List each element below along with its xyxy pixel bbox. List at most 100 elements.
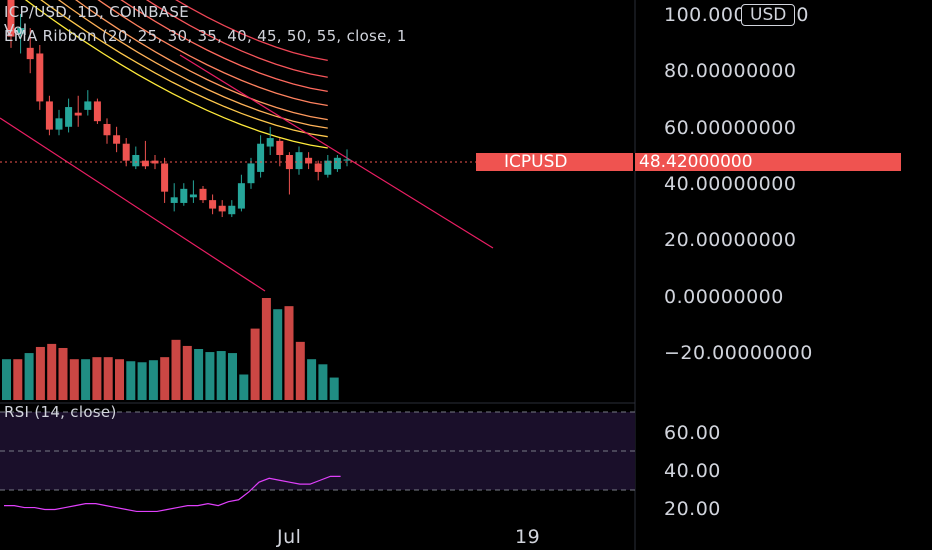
candle-body (17, 28, 25, 34)
candle-body (55, 118, 63, 130)
volume-bar (194, 349, 204, 400)
rsi-line (4, 475, 341, 513)
rsi-pane (0, 411, 635, 513)
rsi-axis-label: 60.00 (664, 422, 721, 444)
volume-bar (126, 361, 136, 400)
ema-ribbon-line (145, 0, 328, 78)
last-price-value: 48.42000000 (639, 152, 753, 172)
symbol-title[interactable]: ICP/USD, 1D, COINBASE (4, 3, 189, 21)
candle-body (285, 155, 293, 170)
candle-body (103, 123, 111, 136)
rsi-axis-label: 20.00 (664, 498, 721, 520)
last-price-tag: ICPUSD 48.42000000 (476, 153, 901, 171)
ema-ribbon-line (57, 0, 328, 129)
price-axis-label: 60.00000000 (664, 116, 797, 139)
candle-body (295, 152, 303, 170)
price-axis-label: −20.00000000 (664, 341, 813, 364)
candle-body (7, 0, 15, 37)
last-price-separator (633, 153, 635, 171)
candle-body (199, 188, 207, 201)
candle-body (314, 163, 322, 172)
volume-bar (69, 359, 79, 400)
volume-bar (250, 328, 260, 400)
volume-bar (13, 359, 23, 400)
candle-body (218, 205, 226, 212)
volume-bar (92, 357, 102, 400)
volume-bar (35, 346, 45, 400)
volume-bar (307, 359, 317, 400)
ema-ribbon-line (75, 0, 328, 121)
volume-bar (205, 352, 215, 400)
resistance-trendline (179, 54, 494, 249)
rsi-legend[interactable]: RSI (14, close) (4, 403, 117, 421)
candle-body (189, 194, 197, 198)
support-trendline (0, 117, 266, 292)
ema-ribbon-line (120, 0, 328, 93)
candle-body (180, 188, 188, 203)
candle-body (228, 205, 236, 215)
time-axis-label: Jul (277, 526, 302, 548)
price-axis-label: 40.00000000 (664, 172, 797, 195)
price-axis-label: 20.00000000 (664, 229, 797, 252)
volume-bar (24, 353, 34, 400)
currency-button[interactable]: USD (741, 4, 796, 26)
candle-body (132, 155, 140, 167)
volume-bar (58, 347, 68, 400)
candle-body (333, 157, 341, 170)
volume-bar (137, 362, 147, 400)
volume-bar (261, 298, 271, 400)
candle-body (45, 101, 53, 130)
candle-body (74, 112, 82, 116)
candle-body (161, 163, 169, 192)
volume-bar (171, 339, 181, 400)
volume-legend[interactable]: Vol (4, 21, 28, 39)
candle-body (276, 140, 284, 155)
candles (7, 0, 351, 218)
price-axis-label: 80.00000000 (664, 60, 797, 83)
ema-ribbon (24, 0, 328, 149)
volume-bar (295, 341, 305, 400)
candle-body (343, 159, 351, 161)
volume-bar (103, 357, 113, 400)
ema-ribbon-legend[interactable]: EMA Ribbon (20, 25, 30, 35, 40, 45, 50, … (4, 27, 407, 45)
time-axis-label: 19 (515, 526, 541, 548)
candle-body (84, 101, 92, 110)
ema-ribbon-line (97, 0, 328, 107)
price-axis-label: 0.00000000 (664, 285, 784, 308)
candle-body (65, 107, 73, 127)
candle-body (257, 143, 265, 172)
candle-body (93, 101, 101, 122)
volume-bar (318, 364, 328, 400)
volume-bar (47, 343, 57, 400)
volume-bar (182, 345, 192, 400)
volume-bar (2, 359, 11, 400)
volume-bar (81, 359, 91, 400)
ema-ribbon-line (40, 0, 328, 138)
candle-body (237, 183, 245, 209)
volume-bar (329, 377, 339, 400)
volume-bar (216, 351, 226, 400)
trendlines[interactable] (0, 54, 494, 292)
volume-bar (148, 360, 158, 400)
volume-bar (239, 374, 249, 400)
candle-body (113, 135, 121, 144)
candle-body (36, 53, 44, 102)
rsi-axis-label: 40.00 (664, 460, 721, 482)
candle-body (247, 163, 255, 184)
last-price-symbol: ICPUSD (504, 152, 568, 172)
volume-bars (2, 298, 339, 400)
volume-bar (115, 359, 124, 400)
volume-bar (273, 309, 283, 400)
candle-body (209, 200, 217, 209)
ema-ribbon-line (175, 0, 328, 61)
candle-body (170, 197, 178, 203)
ema-ribbon-line (24, 0, 328, 149)
candle-body (324, 160, 332, 175)
volume-bar (160, 357, 170, 400)
volume-bar (284, 306, 294, 400)
candle-body (305, 157, 313, 164)
candle-body (26, 47, 34, 60)
volume-bar (228, 353, 237, 400)
candle-body (266, 138, 274, 147)
